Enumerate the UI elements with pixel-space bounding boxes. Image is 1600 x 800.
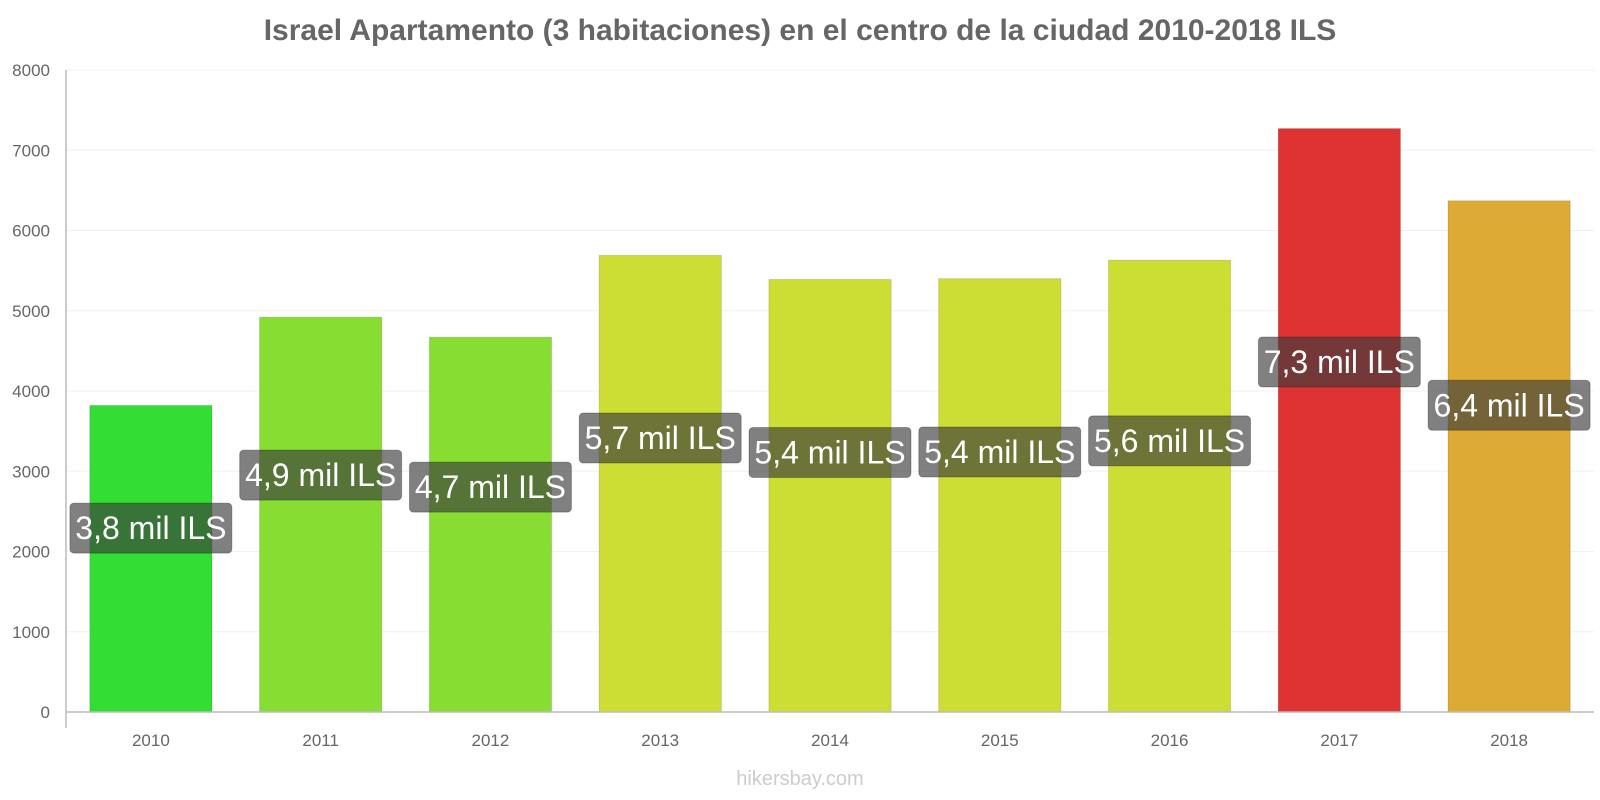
data-label-2010: 3,8 mil ILS xyxy=(69,502,233,554)
x-tick-label: 2018 xyxy=(1490,731,1528,750)
bars xyxy=(89,128,1571,713)
y-tick-label: 4000 xyxy=(12,382,50,401)
x-tick-label: 2010 xyxy=(132,731,170,750)
data-label-box xyxy=(69,502,233,554)
y-tick-label: 0 xyxy=(41,703,50,722)
data-label-text: 5,4 mil ILS xyxy=(754,434,905,470)
data-label-text: 4,9 mil ILS xyxy=(245,457,396,493)
watermark: hikersbay.com xyxy=(736,768,864,790)
data-label-text: 5,4 mil ILS xyxy=(924,434,1075,470)
data-label-text: 6,4 mil ILS xyxy=(1434,387,1585,423)
x-tick-label: 2014 xyxy=(811,731,849,750)
bar-2016 xyxy=(1107,259,1232,713)
chart-title: Israel Apartamento (3 habitaciones) en e… xyxy=(263,14,1337,47)
data-labels: 3,8 mil ILS 4,9 mil ILS 4,7 mil ILS 5,7 mil… xyxy=(69,336,1591,554)
data-label-box xyxy=(748,426,912,478)
bar-2018 xyxy=(1447,200,1571,713)
data-label-box xyxy=(918,426,1082,478)
data-label-2011: 4,9 mil ILS xyxy=(239,449,403,501)
y-tick-label: 3000 xyxy=(12,462,50,481)
x-tick-label: 2016 xyxy=(1151,731,1189,750)
bar-2015 xyxy=(938,278,1062,713)
data-label-text: 5,6 mil ILS xyxy=(1094,423,1245,459)
bar-2012 xyxy=(428,336,553,713)
y-tick-label: 2000 xyxy=(12,543,50,562)
x-tick-label: 2012 xyxy=(472,731,510,750)
bar-2013 xyxy=(598,254,722,713)
bar-2017 xyxy=(1277,128,1401,713)
data-label-text: 5,7 mil ILS xyxy=(585,420,736,456)
data-label-box xyxy=(1088,415,1252,467)
data-label-2016: 5,6 mil ILS xyxy=(1088,415,1252,467)
x-tick-label: 2017 xyxy=(1320,731,1358,750)
y-tick-label: 5000 xyxy=(12,302,50,321)
x-tick-label: 2015 xyxy=(981,731,1019,750)
data-label-box xyxy=(408,461,572,513)
data-label-2012: 4,7 mil ILS xyxy=(408,461,572,513)
data-label-text: 7,3 mil ILS xyxy=(1264,344,1415,380)
bar-2010 xyxy=(89,404,213,713)
y-tick-label: 6000 xyxy=(12,222,50,241)
y-tick-label: 8000 xyxy=(12,61,50,80)
y-tick-label: 7000 xyxy=(12,141,50,160)
axes: 0 1000 2000 3000 4000 5000 6000 7000 8000 2010 201… xyxy=(12,61,1594,750)
data-label-2017: 7,3 mil ILS xyxy=(1257,336,1421,388)
data-label-box xyxy=(578,412,742,464)
data-label-box xyxy=(1257,336,1421,388)
data-label-2014: 5,4 mil ILS xyxy=(748,426,912,478)
x-tick-label: 2013 xyxy=(641,731,679,750)
data-label-box xyxy=(1427,379,1591,431)
bar-2011 xyxy=(259,316,383,713)
data-label-2018: 6,4 mil ILS xyxy=(1427,379,1591,431)
data-label-2013: 5,7 mil ILS xyxy=(578,412,742,464)
data-label-2015: 5,4 mil ILS xyxy=(918,426,1082,478)
data-label-text: 4,7 mil ILS xyxy=(415,469,566,505)
x-tick-label: 2011 xyxy=(302,731,339,750)
data-label-box xyxy=(239,449,403,501)
bar-2014 xyxy=(768,278,892,713)
y-tick-label: 1000 xyxy=(12,623,50,642)
data-label-text: 3,8 mil ILS xyxy=(75,510,226,546)
